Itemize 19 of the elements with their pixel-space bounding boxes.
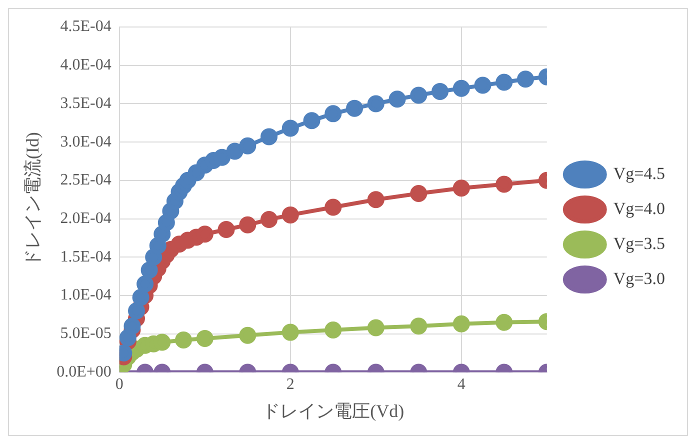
- y-tick-label: 0.0E+00: [56, 363, 112, 380]
- y-tick-label: 1.0E-04: [60, 286, 112, 304]
- y-tick-label: 3.5E-04: [60, 94, 112, 112]
- legend-label: Vg=3.0: [613, 268, 666, 288]
- y-tick-label: 2.0E-04: [60, 210, 112, 227]
- legend-label: Vg=4.5: [613, 164, 666, 183]
- y-tick-label: 5.0E-05: [60, 325, 112, 342]
- y-tick-label: 4.0E-04: [60, 56, 112, 74]
- y-tick-label: 4.5E-04: [60, 18, 112, 36]
- y-tick-label: 1.5E-04: [60, 248, 112, 266]
- legend-label: Vg=4.0: [613, 198, 666, 218]
- x-tick-label: 0: [115, 376, 124, 394]
- x-axis-title: ドレイン電圧(Vd): [262, 400, 404, 421]
- x-tick-label: 4: [457, 376, 466, 394]
- legend-label: Vg=3.5: [613, 234, 666, 253]
- y-tick-label: 2.5E-04: [60, 172, 112, 189]
- x-tick-label: 2: [286, 376, 294, 394]
- y-tick-label: 3.0E-04: [60, 133, 112, 150]
- y-axis-title: ドレイン電流(Id): [22, 132, 43, 268]
